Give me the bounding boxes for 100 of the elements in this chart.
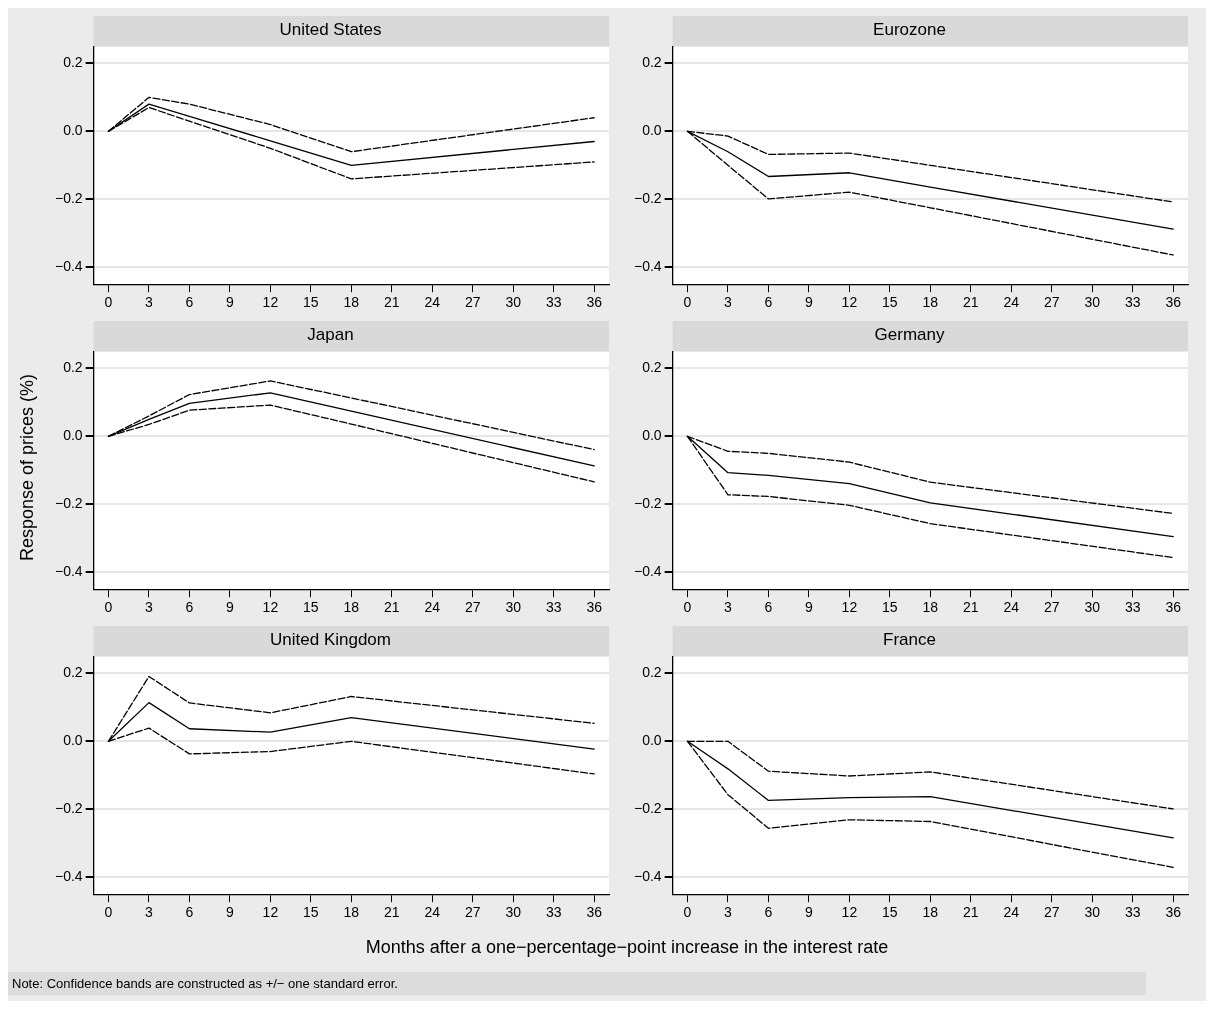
x-tick-label: 0 — [683, 294, 692, 311]
y-tick-label: 0.2 — [642, 54, 662, 71]
x-tick-label: 12 — [841, 294, 858, 311]
x-tick-label: 33 — [1124, 599, 1141, 616]
x-tick-label: 3 — [145, 904, 154, 921]
y-tick-label: −0.4 — [634, 563, 662, 580]
x-tick-label: 0 — [104, 599, 113, 616]
x-tick-label: 9 — [226, 904, 234, 921]
x-tick-label: 3 — [724, 294, 733, 311]
x-tick-label: 12 — [841, 599, 858, 616]
x-tick-label: 15 — [303, 294, 319, 311]
x-tick-label: 27 — [1043, 294, 1060, 311]
y-tick-label: −0.2 — [55, 190, 83, 207]
y-tick-label: −0.2 — [55, 495, 83, 512]
y-tick-label: 0.0 — [63, 427, 83, 444]
x-tick-label: 24 — [1003, 599, 1020, 616]
x-tick-label: 36 — [586, 599, 603, 616]
x-tick-label: 15 — [882, 904, 898, 921]
x-tick-label: 21 — [963, 599, 979, 616]
y-tick-label: −0.2 — [634, 495, 662, 512]
y-tick-label: 0.0 — [642, 122, 662, 139]
x-tick-label: 21 — [384, 294, 400, 311]
y-tick-label: −0.2 — [634, 190, 662, 207]
x-tick-label: 3 — [724, 599, 733, 616]
x-tick-label: 12 — [262, 904, 279, 921]
x-tick-label: 6 — [764, 904, 773, 921]
x-tick-label: 24 — [1003, 904, 1020, 921]
x-tick-label: 15 — [882, 599, 898, 616]
x-tick-label: 6 — [185, 904, 194, 921]
text: Note: Confidence bands are constructed as +/− one standard error. — [8, 972, 1146, 995]
x-tick-label: 36 — [586, 904, 603, 921]
x-tick-label: 21 — [384, 904, 400, 921]
x-tick-label: 18 — [343, 904, 360, 921]
x-tick-label: 0 — [104, 294, 113, 311]
y-tick-label: 0.2 — [642, 359, 662, 376]
x-tick-label: 21 — [963, 294, 979, 311]
x-tick-label: 30 — [1084, 294, 1101, 311]
x-tick-label: 24 — [424, 904, 441, 921]
x-tick-label: 15 — [303, 904, 319, 921]
x-tick-label: 3 — [145, 599, 154, 616]
x-tick-label: 30 — [1084, 904, 1101, 921]
x-tick-label: 36 — [1165, 599, 1182, 616]
x-tick-label: 6 — [764, 599, 773, 616]
x-tick-label: 18 — [922, 294, 939, 311]
x-tick-label: 21 — [384, 599, 400, 616]
y-tick-label: 0.2 — [63, 54, 83, 71]
x-tick-label: 33 — [1124, 294, 1141, 311]
x-tick-label: 0 — [683, 599, 692, 616]
chart-title: France — [883, 629, 936, 649]
chart-title: Eurozone — [873, 19, 946, 39]
x-tick-label: 6 — [185, 599, 194, 616]
x-tick-label: 30 — [1084, 599, 1101, 616]
x-tick-label: 0 — [104, 904, 113, 921]
x-tick-label: 18 — [343, 294, 360, 311]
y-tick-label: 0.2 — [642, 664, 662, 681]
x-tick-label: 6 — [764, 294, 773, 311]
x-tick-label: 12 — [262, 599, 279, 616]
x-tick-label: 33 — [545, 294, 562, 311]
x-tick-label: 3 — [145, 294, 154, 311]
x-tick-label: 27 — [1043, 904, 1060, 921]
x-tick-label: 33 — [545, 599, 562, 616]
x-axis-title: Months after a one−percentage−point increase in the interest rate — [364, 936, 890, 959]
x-tick-label: 9 — [226, 599, 234, 616]
y-tick-label: 0.0 — [63, 732, 83, 749]
x-tick-label: 30 — [505, 904, 522, 921]
y-tick-label: −0.2 — [634, 800, 662, 817]
x-tick-label: 24 — [424, 294, 441, 311]
y-tick-label: −0.4 — [634, 868, 662, 885]
x-tick-label: 30 — [505, 294, 522, 311]
y-tick-label: −0.4 — [634, 258, 662, 275]
y-tick-label: −0.2 — [55, 800, 83, 817]
y-tick-label: 0.0 — [642, 732, 662, 749]
chart-title: United Kingdom — [270, 629, 391, 649]
x-tick-label: 3 — [724, 904, 733, 921]
x-tick-label: 30 — [505, 599, 522, 616]
x-tick-label: 27 — [464, 904, 481, 921]
y-tick-label: −0.4 — [55, 258, 83, 275]
x-tick-label: 33 — [545, 904, 562, 921]
x-tick-label: 9 — [226, 294, 234, 311]
x-tick-label: 36 — [1165, 904, 1182, 921]
x-tick-label: 9 — [805, 294, 813, 311]
x-tick-label: 18 — [922, 904, 939, 921]
x-tick-label: 27 — [464, 294, 481, 311]
y-tick-label: 0.2 — [63, 359, 83, 376]
chart-title: Germany — [874, 324, 945, 344]
x-tick-label: 24 — [424, 599, 441, 616]
y-tick-label: 0.2 — [63, 664, 83, 681]
x-tick-label: 6 — [185, 294, 194, 311]
y-axis-title: Response of prices (%) — [17, 373, 39, 562]
x-tick-label: 21 — [963, 904, 979, 921]
x-tick-label: 36 — [1165, 294, 1182, 311]
x-tick-label: 12 — [262, 294, 279, 311]
y-tick-label: 0.0 — [63, 122, 83, 139]
x-tick-label: 27 — [1043, 599, 1060, 616]
y-tick-label: 0.0 — [642, 427, 662, 444]
x-tick-label: 33 — [1124, 904, 1141, 921]
x-tick-label: 9 — [805, 904, 813, 921]
x-tick-label: 24 — [1003, 294, 1020, 311]
chart-title: Japan — [307, 324, 354, 344]
chart-title: United States — [279, 19, 382, 39]
